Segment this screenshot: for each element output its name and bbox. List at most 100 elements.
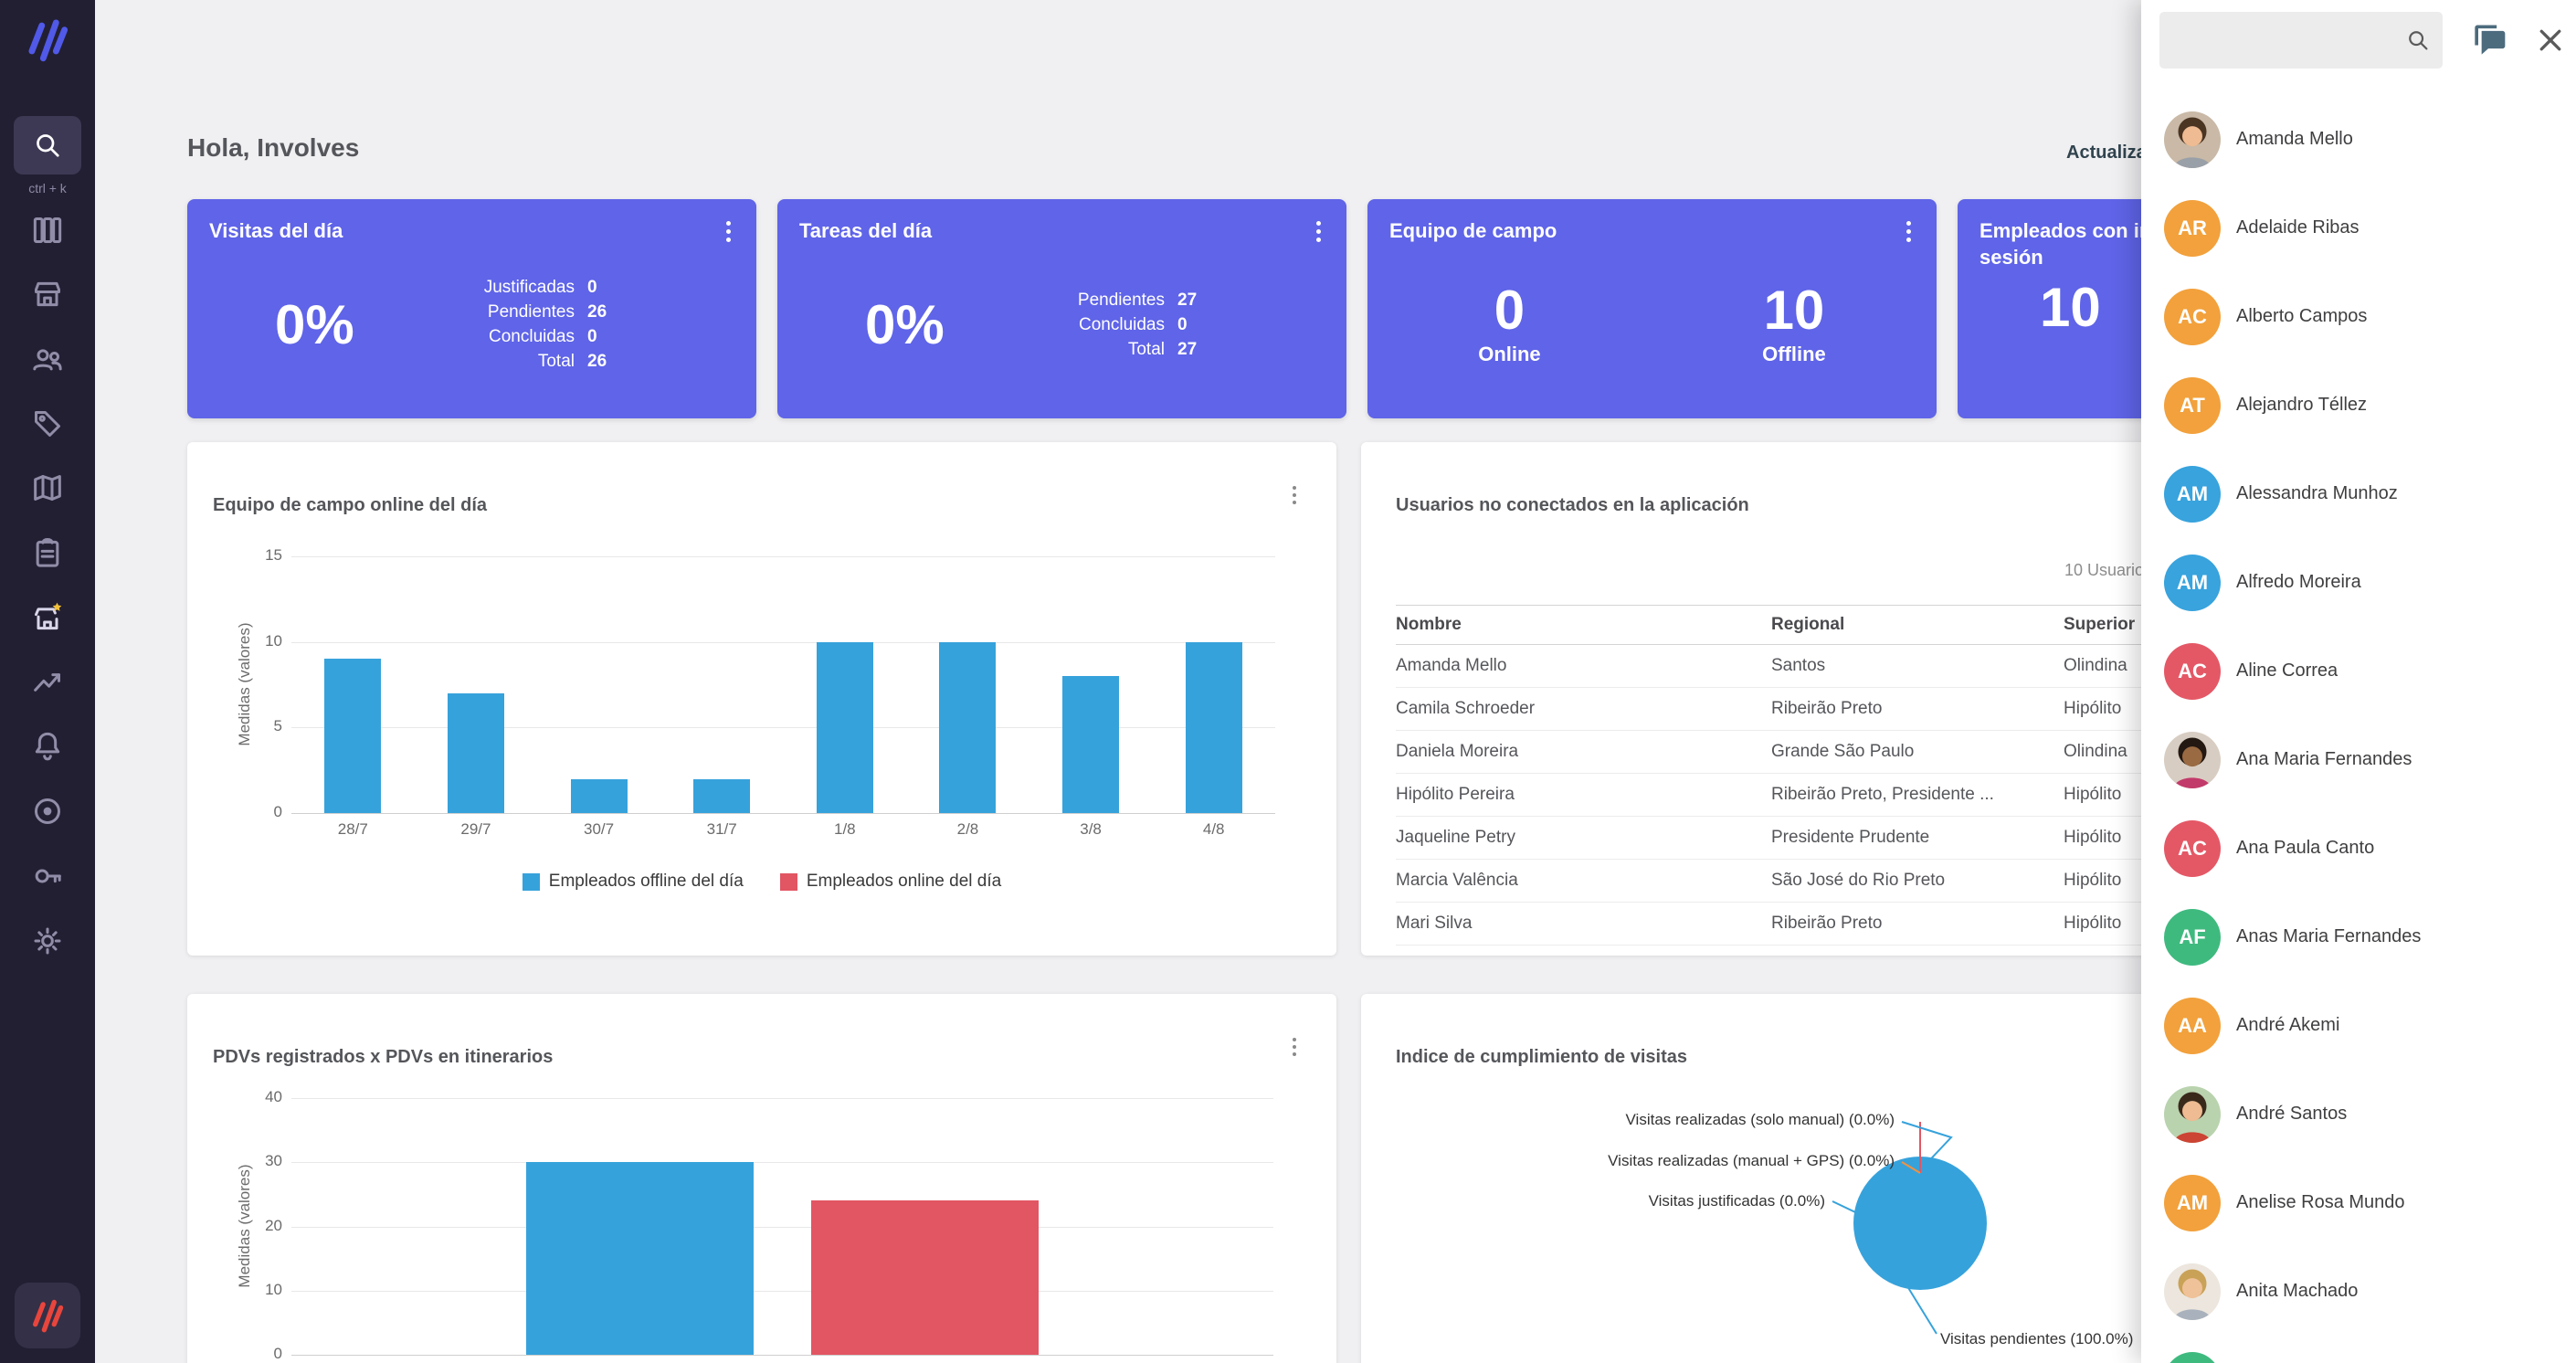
sidebar: ctrl + k xyxy=(0,0,95,1363)
user-list-item[interactable]: AT Alejandro Téllez xyxy=(2141,361,2576,449)
stat-value: 0 xyxy=(1177,314,1188,334)
user-list-item[interactable]: AF Anas Maria Fernandes xyxy=(2141,893,2576,981)
avatar-photo xyxy=(2164,111,2221,168)
reports-icon[interactable] xyxy=(29,664,66,701)
user-list-item[interactable]: AC Alberto Campos xyxy=(2141,272,2576,361)
table-row[interactable]: Mari Silva Ribeirão Preto Hipólito xyxy=(1396,902,2476,946)
refresh-link[interactable]: Actualizar xyxy=(2066,143,2154,163)
table-cell: Ribeirão Preto xyxy=(1771,687,2064,731)
x-tick-label: 29/7 xyxy=(460,820,491,838)
x-tick-label: 1/8 xyxy=(833,820,856,838)
user-name: Anas Maria Fernandes xyxy=(2236,926,2422,946)
app-logo xyxy=(22,13,73,68)
bar xyxy=(811,1200,1039,1355)
bar xyxy=(324,659,382,813)
bar xyxy=(526,1162,754,1355)
storefront-icon[interactable] xyxy=(29,276,66,312)
search-shortcut-hint: ctrl + k xyxy=(28,181,67,195)
kebab-menu-icon[interactable] xyxy=(1313,217,1325,246)
pie-label: Visitas realizadas (manual + GPS) (0.0%) xyxy=(1608,1152,1895,1169)
kpi-value: 10 xyxy=(2040,277,2101,338)
panel-search-input[interactable] xyxy=(2159,12,2443,69)
table-cell: Hipólito Pereira xyxy=(1396,773,1771,817)
store-new-icon[interactable] xyxy=(29,599,66,636)
user-list-item[interactable]: Ana Maria Fernandes xyxy=(2141,715,2576,804)
avatar-initials: AC xyxy=(2164,642,2221,700)
user-name: Amanda Mello xyxy=(2236,129,2353,149)
pie-chart xyxy=(1853,1157,1987,1290)
user-list-item[interactable]: AC Ana Paula Canto xyxy=(2141,804,2576,893)
stat-value: 26 xyxy=(587,352,607,371)
stat-label: Total xyxy=(537,352,575,371)
y-tick-label: 10 xyxy=(265,631,282,650)
user-name: Ana Maria Fernandes xyxy=(2236,749,2412,769)
tasks-icon[interactable] xyxy=(29,534,66,571)
y-tick-label: 40 xyxy=(265,1088,282,1105)
user-list-item[interactable]: AM Alessandra Munhoz xyxy=(2141,449,2576,538)
tag-icon[interactable] xyxy=(29,406,66,442)
x-tick-label: 2/8 xyxy=(956,820,979,838)
user-list-item[interactable]: AC Aline Correa xyxy=(2141,627,2576,715)
stat-value: 27 xyxy=(1177,339,1198,359)
table-cell: Mari Silva xyxy=(1396,902,1771,946)
bar-chart: 010203040PDVs xyxy=(265,1088,1273,1363)
kpi-value: 0% xyxy=(275,294,354,355)
y-tick-label: 20 xyxy=(265,1216,282,1234)
table-cell: São José do Rio Preto xyxy=(1771,859,2064,903)
bar xyxy=(570,778,628,813)
notifications-icon[interactable] xyxy=(29,728,66,765)
y-tick-label: 0 xyxy=(273,1345,282,1362)
kebab-menu-icon[interactable] xyxy=(1289,482,1300,508)
user-list-item[interactable]: AFAri Fontes xyxy=(2141,1336,2576,1363)
gridline xyxy=(291,1162,1273,1164)
gridline xyxy=(291,556,1275,557)
dashboard-icon[interactable] xyxy=(29,212,66,248)
settings-icon[interactable] xyxy=(29,923,66,959)
gridline xyxy=(291,1355,1273,1356)
table-cell: Presidente Prudente xyxy=(1771,816,2064,860)
close-icon[interactable] xyxy=(2534,24,2567,57)
access-key-icon[interactable] xyxy=(29,858,66,894)
stat-value: 0 xyxy=(587,278,597,297)
sidebar-search-button[interactable] xyxy=(14,116,81,174)
user-list-item[interactable]: AM Alfredo Moreira xyxy=(2141,538,2576,627)
chat-icon[interactable] xyxy=(2468,20,2508,60)
equipo-online-chart-card: Equipo de campo online del día Medidas (… xyxy=(187,442,1336,956)
user-list-item[interactable]: André Santos xyxy=(2141,1070,2576,1158)
kpi-stats: Justificadas 0 Pendientes 26 Concluidas 0 T… xyxy=(484,278,618,372)
user-list-item[interactable]: Anita Machado xyxy=(2141,1247,2576,1336)
user-list-item[interactable]: AA André Akemi xyxy=(2141,981,2576,1070)
x-tick-label: 28/7 xyxy=(337,820,368,838)
stat-label: Total xyxy=(1127,339,1165,359)
avatar-initials: AC xyxy=(2164,819,2221,877)
kebab-menu-icon[interactable] xyxy=(723,217,734,246)
x-tick-label: 30/7 xyxy=(584,820,615,838)
stat-label: Justificadas xyxy=(483,278,575,297)
table-cell: Jaqueline Petry xyxy=(1396,816,1771,860)
user-name: André Santos xyxy=(2236,1104,2348,1124)
y-axis-label: Medidas (valores) xyxy=(236,622,253,746)
y-tick-label: 10 xyxy=(265,1280,282,1298)
bar xyxy=(939,641,997,813)
user-list-item[interactable]: AM Anelise Rosa Mundo xyxy=(2141,1158,2576,1247)
gridline xyxy=(291,1290,1273,1292)
user-name: Aline Correa xyxy=(2236,660,2338,681)
kpi-stats: Pendientes 27 Concluidas 0 Total 27 xyxy=(1078,291,1209,360)
x-tick-label: 3/8 xyxy=(1080,820,1102,838)
tracking-icon[interactable] xyxy=(29,793,66,829)
table-cell: Santos xyxy=(1771,644,2064,688)
table-cell: Marcia Valência xyxy=(1396,859,1771,903)
kebab-menu-icon[interactable] xyxy=(1903,217,1915,246)
avatar-initials: AM xyxy=(2164,1174,2221,1231)
user-name: Anita Machado xyxy=(2236,1281,2359,1301)
team-icon[interactable] xyxy=(29,341,66,377)
user-list-item[interactable]: Amanda Mello xyxy=(2141,95,2576,184)
map-icon[interactable] xyxy=(29,470,66,506)
kebab-menu-icon[interactable] xyxy=(1289,1034,1300,1060)
user-list-item[interactable]: AR Adelaide Ribas xyxy=(2141,184,2576,272)
table-cell: Grande São Paulo xyxy=(1771,730,2064,774)
bar-chart: 0 5 10 15 28/7 29/7 30/7 31/7 1/8 2/8 3/8 4/8 xyxy=(265,546,1275,838)
legend-label: Empleados online del día xyxy=(806,872,1002,891)
online-count: 0 Online xyxy=(1478,281,1540,366)
stat-label: Pendientes xyxy=(1077,290,1165,310)
